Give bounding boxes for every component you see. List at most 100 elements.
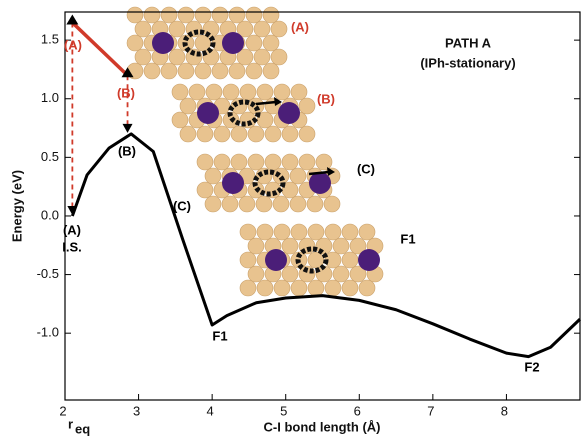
surface-atom [246, 35, 262, 51]
surface-atom [254, 21, 270, 37]
surface-atom [169, 49, 185, 65]
iodine-atom [265, 249, 287, 271]
iodine-atom [197, 102, 219, 124]
surface-atom [273, 168, 289, 184]
transition-arrowhead [123, 124, 133, 133]
surface-atom [246, 7, 262, 23]
surface-atom [265, 126, 281, 142]
surface-atom [333, 266, 349, 282]
surface-atom [308, 280, 324, 296]
surface-atom [205, 168, 221, 184]
y-tick-label: 1.5 [41, 32, 59, 47]
surface-atom [203, 21, 219, 37]
surface-atom [214, 126, 230, 142]
surface-atom [291, 84, 307, 100]
annotation: (B) [317, 91, 335, 106]
surface-atom [223, 84, 239, 100]
surface-atom [172, 112, 188, 128]
surface-atom [212, 7, 228, 23]
surface-atom [325, 280, 341, 296]
x-marker-subscript: eq [75, 421, 90, 436]
surface-atom [274, 224, 290, 240]
surface-atom [197, 126, 213, 142]
surface-atom [214, 154, 230, 170]
surface-atom [248, 154, 264, 170]
surface-atom [299, 98, 315, 114]
surface-atom [144, 63, 160, 79]
surface-atom [290, 168, 306, 184]
surface-atom [231, 126, 247, 142]
annotation: F1 [212, 328, 227, 343]
y-tick-label: -1.0 [37, 325, 59, 340]
annotation: (B) [117, 85, 135, 100]
surface-atom [195, 7, 211, 23]
surface-atom [316, 238, 332, 254]
surface-atom [206, 84, 222, 100]
chart-subtitle: (IPh-stationary) [420, 55, 515, 70]
surface-atom [308, 224, 324, 240]
surface-atom [127, 35, 143, 51]
x-tick-label: 6 [354, 403, 361, 418]
surface-atom [197, 182, 213, 198]
surface-atom [229, 63, 245, 79]
surface-atom [316, 154, 332, 170]
surface-atom [263, 35, 279, 51]
surface-atom [212, 63, 228, 79]
surface-atom [178, 63, 194, 79]
surface-atom [257, 84, 273, 100]
annotation: (C) [357, 161, 375, 176]
surface-atom [324, 196, 340, 212]
surface-atom [172, 84, 188, 100]
surface-atom [222, 196, 238, 212]
annotation: F1 [400, 231, 415, 246]
surface-atom [257, 224, 273, 240]
y-tick-label: 0.5 [41, 149, 59, 164]
surface-atom [161, 63, 177, 79]
surface-atom [325, 224, 341, 240]
surface-atom [135, 21, 151, 37]
surface-atom [282, 238, 298, 254]
surface-atom [180, 126, 196, 142]
surface-atom [274, 84, 290, 100]
surface-atom [239, 196, 255, 212]
surface-atom [342, 224, 358, 240]
x-tick-label: 7 [427, 403, 434, 418]
surface-atom [282, 154, 298, 170]
surface-atom [248, 98, 264, 114]
surface-atom [195, 63, 211, 79]
iodine-atom [152, 32, 174, 54]
iodine-atom [278, 102, 300, 124]
surface-atom [248, 266, 264, 282]
iodine-atom [222, 32, 244, 54]
surface-atom [271, 21, 287, 37]
surface-atom [299, 126, 315, 142]
annotation: (A) [291, 19, 309, 34]
chart: PATH A (IPh-stationary) C-I bond length … [0, 0, 583, 438]
surface-atom [197, 154, 213, 170]
surface-atom [256, 196, 272, 212]
surface-atom [263, 7, 279, 23]
surface-atom [333, 238, 349, 254]
surface-atom [240, 280, 256, 296]
surface-atom [178, 7, 194, 23]
surface-atom [342, 252, 358, 268]
surface-atom [205, 196, 221, 212]
surface-atom [248, 238, 264, 254]
surface-atom [189, 84, 205, 100]
surface-atom [246, 63, 262, 79]
surface-atom [290, 196, 306, 212]
annotation: F2 [524, 359, 539, 374]
y-tick-label: 0.0 [41, 207, 59, 222]
x-tick-label: 2 [59, 403, 66, 418]
annotation: (B) [118, 143, 136, 158]
surface-atom [144, 7, 160, 23]
surface-atom [282, 126, 298, 142]
surface-atom [248, 126, 264, 142]
surface-atom [307, 196, 323, 212]
surface-atom [342, 280, 358, 296]
iodine-atom [358, 249, 380, 271]
surface-atom [254, 49, 270, 65]
surface-atom [282, 266, 298, 282]
state-marker [66, 15, 78, 25]
y-tick-label: 1.0 [41, 90, 59, 105]
